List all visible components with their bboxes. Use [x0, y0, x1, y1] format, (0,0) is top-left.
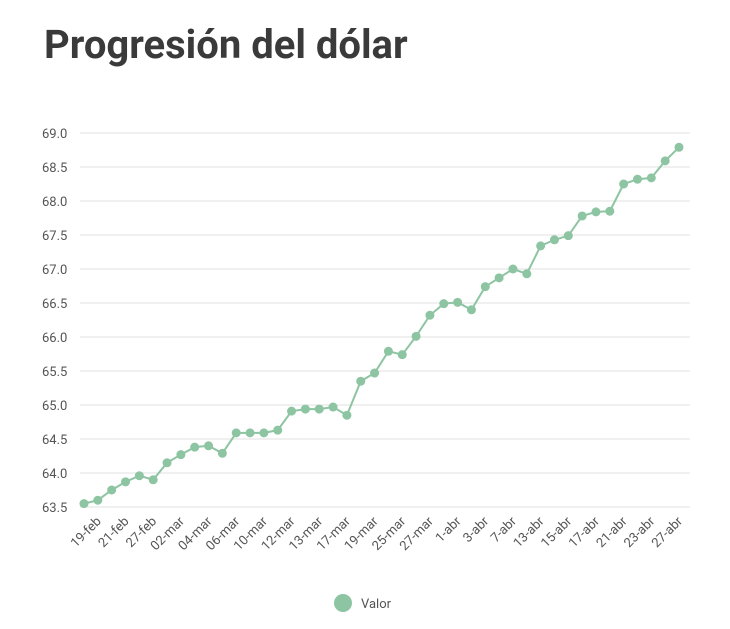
- point: [190, 442, 200, 452]
- point: [536, 241, 546, 251]
- x-tick-label: 1-abr: [433, 514, 465, 546]
- y-tick-label: 66.5: [42, 297, 67, 312]
- x-tick-label: 19-feb: [68, 514, 105, 551]
- point: [342, 410, 352, 420]
- x-tick-label: 27-abr: [649, 514, 686, 551]
- point: [660, 156, 670, 166]
- point: [176, 450, 186, 460]
- point: [148, 475, 158, 485]
- point: [439, 299, 449, 309]
- point: [674, 142, 684, 152]
- point: [287, 406, 297, 416]
- x-tick-label: 21-feb: [96, 514, 133, 551]
- point: [453, 297, 463, 307]
- point: [231, 428, 241, 438]
- point: [162, 458, 172, 468]
- point: [121, 477, 131, 487]
- point: [494, 273, 504, 283]
- legend-marker: [334, 594, 352, 612]
- point: [411, 331, 421, 341]
- point: [273, 425, 283, 435]
- y-tick-label: 65.5: [42, 365, 67, 380]
- y-tick-label: 64.5: [42, 433, 67, 448]
- point: [646, 173, 656, 183]
- point: [93, 495, 103, 505]
- point: [314, 404, 324, 414]
- x-tick-label: 3-abr: [461, 514, 493, 546]
- point: [245, 428, 255, 438]
- point: [563, 231, 573, 241]
- point: [259, 428, 269, 438]
- point: [328, 402, 338, 412]
- point: [591, 207, 601, 217]
- point: [134, 471, 144, 481]
- point: [107, 485, 117, 495]
- point: [204, 441, 214, 451]
- y-tick-label: 69.0: [42, 127, 67, 142]
- point: [577, 211, 587, 221]
- chart-title: Progresión del dólar: [44, 21, 408, 68]
- point: [508, 264, 518, 274]
- point: [383, 346, 393, 356]
- point: [619, 179, 629, 189]
- y-tick-label: 65.0: [42, 399, 67, 414]
- y-tick-label: 64.0: [42, 467, 67, 482]
- y-tick-label: 68.5: [42, 161, 67, 176]
- point: [300, 404, 310, 414]
- point: [217, 448, 227, 458]
- y-tick-label: 66.0: [42, 331, 67, 346]
- y-tick-label: 67.0: [42, 263, 67, 278]
- point: [549, 235, 559, 245]
- point: [466, 305, 476, 315]
- y-tick-label: 67.5: [42, 229, 67, 244]
- point: [425, 310, 435, 320]
- y-tick-label: 68.0: [42, 195, 67, 210]
- point: [356, 376, 366, 386]
- point: [370, 368, 380, 378]
- y-tick-label: 63.5: [42, 501, 67, 516]
- point: [397, 350, 407, 360]
- point: [632, 174, 642, 184]
- legend-label: Valor: [361, 597, 392, 612]
- point: [79, 499, 89, 509]
- point: [480, 282, 490, 292]
- point: [522, 269, 532, 279]
- point: [605, 206, 615, 216]
